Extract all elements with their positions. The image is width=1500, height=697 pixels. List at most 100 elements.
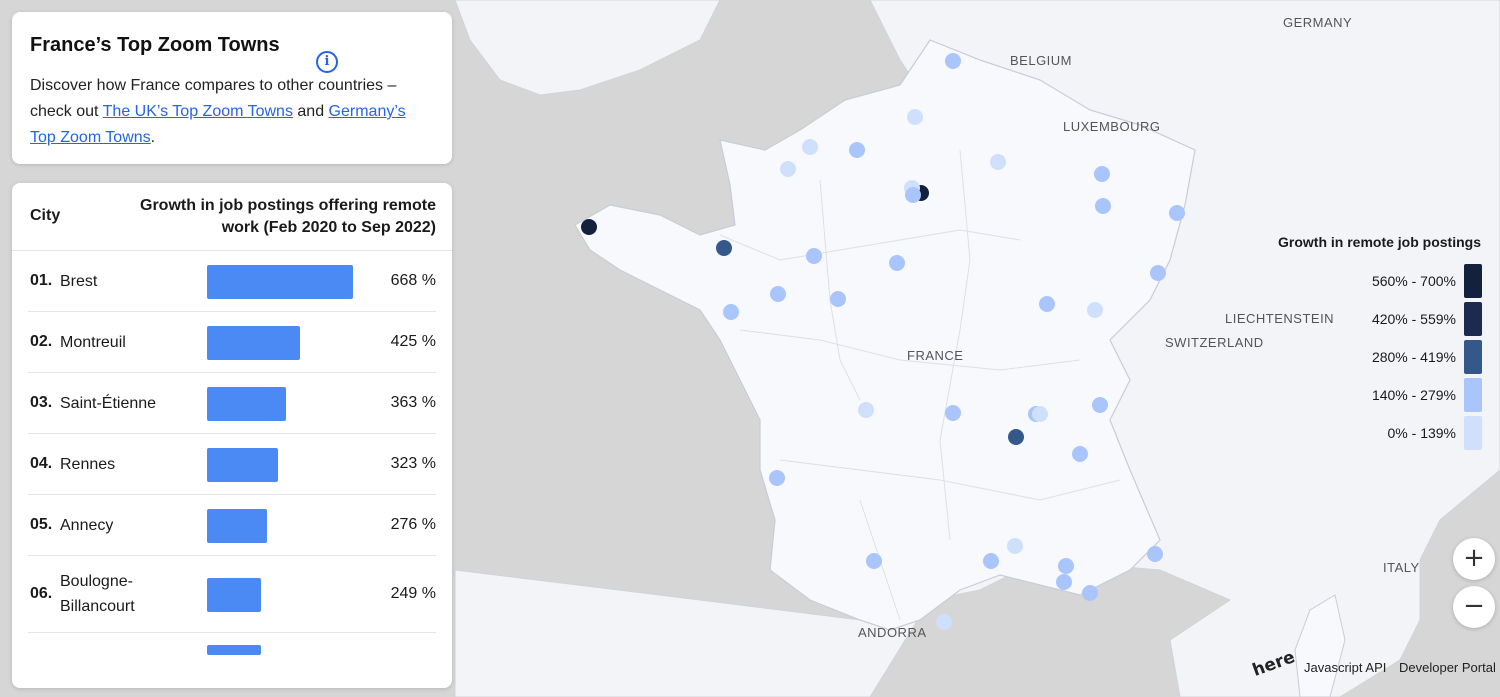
row-growth-bar	[207, 386, 286, 421]
here-logo: here	[1249, 647, 1298, 681]
city-marker[interactable]	[1150, 265, 1166, 281]
row-growth-bar	[207, 508, 267, 543]
city-marker[interactable]	[770, 286, 786, 302]
city-markers	[581, 53, 1185, 630]
city-marker[interactable]	[849, 142, 865, 158]
legend-swatch	[1464, 340, 1482, 374]
legend-label: 560% - 700%	[1371, 273, 1456, 289]
row-city: Saint-Étienne	[60, 394, 157, 412]
table-row[interactable]: 01. Brest 668 %	[28, 251, 436, 312]
city-marker[interactable]	[889, 255, 905, 271]
info-description: Discover how France compares to other co…	[30, 73, 434, 151]
map-label-switzerland: SWITZERLAND	[1165, 335, 1264, 350]
germany-zoom-towns-link[interactable]: Germany’s Top Zoom Towns	[30, 103, 406, 146]
city-marker[interactable]	[1094, 166, 1110, 182]
city-marker[interactable]	[723, 304, 739, 320]
city-marker[interactable]	[1058, 558, 1074, 574]
legend-item: 0% - 139%	[1260, 416, 1482, 450]
row-growth-value: 363 %	[390, 393, 436, 411]
france-land	[574, 39, 1196, 631]
zoom-out-button[interactable]: −	[1453, 586, 1495, 628]
javascript-api-link[interactable]: Javascript API	[1304, 660, 1387, 675]
city-marker[interactable]	[945, 405, 961, 421]
row-city: Annecy	[60, 516, 114, 534]
city-marker[interactable]	[1039, 296, 1055, 312]
row-growth-bar	[207, 577, 261, 612]
table-row[interactable]: 03. Saint-Étienne 363 %	[28, 373, 436, 434]
row-rank: 06.	[30, 584, 53, 602]
uk-land	[454, 0, 721, 96]
info-text-and: and	[292, 103, 329, 120]
city-marker[interactable]	[1087, 302, 1103, 318]
info-text-end: .	[150, 129, 156, 146]
row-city: Montreuil	[60, 333, 126, 351]
zoom-in-button[interactable]: +	[1453, 538, 1495, 580]
city-marker[interactable]	[806, 248, 822, 264]
city-marker[interactable]	[907, 109, 923, 125]
row-growth-bar	[207, 325, 300, 360]
city-marker[interactable]	[1056, 574, 1072, 590]
city-marker[interactable]	[945, 53, 961, 69]
row-growth-bar	[207, 447, 278, 482]
legend-item: 560% - 700%	[1260, 264, 1482, 298]
legend-label: 0% - 139%	[1387, 425, 1456, 441]
city-marker[interactable]	[830, 291, 846, 307]
table-row[interactable]: 06. Boulogne-Billancourt 249 %	[28, 556, 436, 633]
row-rank: 04.	[30, 454, 53, 472]
city-marker[interactable]	[1082, 585, 1098, 601]
row-rank: 02.	[30, 332, 53, 350]
map-label-germany: GERMANY	[1283, 15, 1352, 30]
ranking-table[interactable]: City Growth in job postings offering rem…	[12, 183, 452, 688]
row-growth-bar	[207, 264, 353, 299]
legend-swatch	[1464, 264, 1482, 298]
developer-portal-link[interactable]: Developer Portal	[1399, 660, 1496, 675]
row-growth-value: 323 %	[390, 454, 436, 472]
corsica-land	[1294, 594, 1346, 697]
legend-swatch	[1464, 378, 1482, 412]
city-marker[interactable]	[1008, 429, 1024, 445]
city-marker[interactable]	[990, 154, 1006, 170]
city-marker[interactable]	[1095, 198, 1111, 214]
map-label-luxembourg: LUXEMBOURG	[1063, 119, 1160, 134]
city-marker[interactable]	[769, 470, 785, 486]
map-label-italy: ITALY	[1383, 560, 1420, 575]
info-card: France’s Top Zoom Towns i Discover how F…	[12, 12, 452, 164]
table-row[interactable]: 04. Rennes 323 %	[28, 434, 436, 495]
row-city: Boulogne-Billancourt	[60, 572, 135, 615]
city-marker[interactable]	[1072, 446, 1088, 462]
table-row[interactable]: 05. Annecy 276 %	[28, 495, 436, 556]
row-growth-value: 668 %	[390, 271, 436, 289]
city-marker[interactable]	[905, 187, 921, 203]
city-marker[interactable]	[983, 553, 999, 569]
map-label-france: FRANCE	[907, 348, 963, 363]
legend-item: 140% - 279%	[1260, 378, 1482, 412]
row-rank: 05.	[30, 515, 53, 533]
info-text-before: Discover how France compares to other co…	[30, 77, 397, 120]
city-marker[interactable]	[1147, 546, 1163, 562]
city-marker[interactable]	[716, 240, 732, 256]
region-borders	[719, 149, 1121, 621]
column-header-city: City	[30, 207, 61, 224]
city-marker[interactable]	[581, 219, 597, 235]
city-marker[interactable]	[1007, 538, 1023, 554]
map-attribution: here Javascript API Developer Portal	[1250, 647, 1500, 682]
city-marker[interactable]	[936, 614, 952, 630]
info-icon[interactable]: i	[316, 51, 338, 73]
row-growth-value: 276 %	[390, 515, 436, 533]
city-marker[interactable]	[866, 553, 882, 569]
row-growth-value: 425 %	[390, 332, 436, 350]
city-marker[interactable]	[1032, 406, 1048, 422]
uk-zoom-towns-link[interactable]: The UK’s Top Zoom Towns	[102, 103, 293, 120]
legend-title: Growth in remote job postings	[1278, 234, 1481, 250]
city-marker[interactable]	[780, 161, 796, 177]
city-marker[interactable]	[1169, 205, 1185, 221]
table-header: City Growth in job postings offering rem…	[12, 183, 452, 251]
legend-item: 280% - 419%	[1260, 340, 1482, 374]
map-label-andorra: ANDORRA	[858, 625, 927, 640]
table-row[interactable]: 02. Montreuil 425 %	[28, 312, 436, 373]
row-city: Brest	[60, 272, 98, 290]
city-marker[interactable]	[802, 139, 818, 155]
city-marker[interactable]	[1092, 397, 1108, 413]
legend-label: 280% - 419%	[1371, 349, 1456, 365]
city-marker[interactable]	[858, 402, 874, 418]
